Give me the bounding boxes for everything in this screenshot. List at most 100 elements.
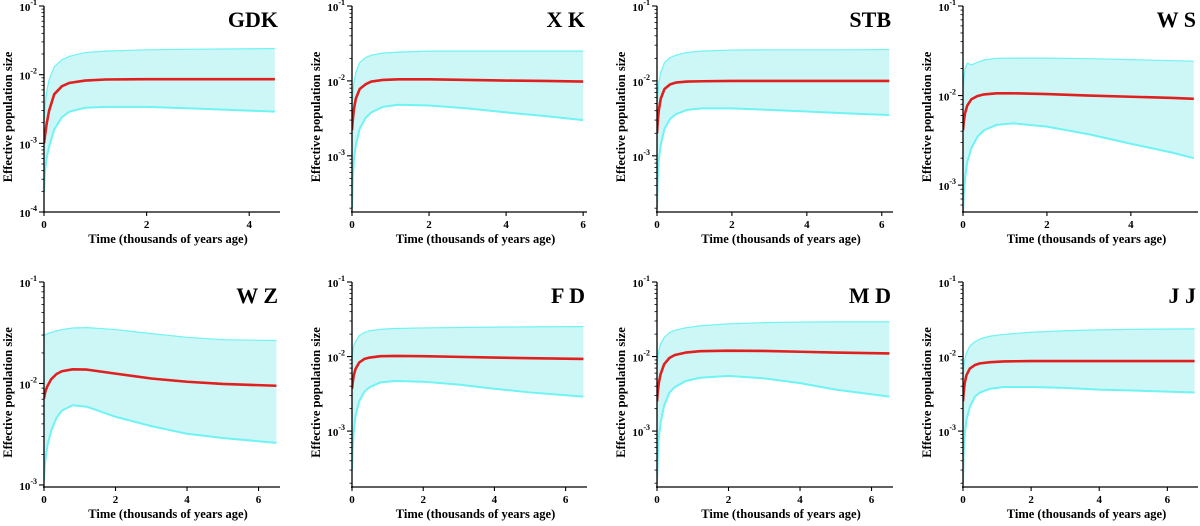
y-axis-label: Effective population size: [614, 327, 628, 458]
hpd-band: [44, 327, 277, 481]
y-tick-label: 10-1: [19, 0, 37, 14]
upper-hpd-line: [963, 57, 1194, 96]
plot-area: [963, 328, 1195, 484]
y-tick-exponent: -3: [643, 148, 650, 157]
y-tick-exponent: -2: [30, 67, 37, 76]
y-tick-base: 10: [327, 152, 339, 164]
y-tick-base: 10: [632, 278, 644, 290]
x-tick-label: 2: [113, 494, 119, 506]
x-axis-label: Time (thousands of years age): [1007, 507, 1167, 521]
y-tick-label: 10-1: [938, 0, 956, 14]
plot-area: [657, 48, 890, 209]
panel-title: J J: [1169, 283, 1197, 308]
y-tick-base: 10: [938, 278, 950, 290]
y-tick-label: 10-3: [632, 423, 650, 439]
y-tick-base: 10: [19, 208, 31, 220]
y-tick-label: 10-1: [327, 274, 345, 290]
y-tick-exponent: -3: [949, 177, 956, 186]
x-axis-label: Time (thousands of years age): [88, 507, 248, 521]
y-tick-base: 10: [327, 77, 339, 89]
y-tick-label: 10-3: [19, 477, 37, 493]
hpd-band: [657, 321, 890, 484]
upper-hpd-line: [657, 48, 890, 111]
lower-hpd-line: [657, 107, 890, 209]
upper-hpd-line: [44, 327, 277, 342]
y-tick-base: 10: [632, 77, 644, 89]
x-tick-label: 4: [1096, 494, 1102, 506]
panel-title: STB: [849, 7, 891, 32]
x-tick-label: 4: [246, 219, 252, 231]
lower-hpd-line: [352, 379, 584, 471]
median-line: [352, 78, 584, 131]
y-tick-exponent: -2: [949, 349, 956, 358]
y-tick-label: 10-1: [938, 274, 956, 290]
y-tick-label: 10-2: [632, 73, 650, 89]
hpd-band: [44, 48, 275, 192]
x-tick-label: 6: [256, 494, 262, 506]
y-tick-base: 10: [327, 427, 339, 439]
median-line: [657, 79, 890, 134]
y-tick-label: 10-2: [938, 349, 956, 365]
y-tick-exponent: -1: [643, 0, 650, 7]
median-line: [963, 359, 1195, 402]
lower-hpd-line: [352, 103, 584, 209]
x-tick-label: 6: [1165, 494, 1171, 506]
y-tick-exponent: -1: [643, 274, 650, 283]
plot-area: [44, 47, 275, 192]
x-tick-label: 6: [563, 494, 569, 506]
y-tick-label: 10-2: [327, 349, 345, 365]
y-axis-label: Effective population size: [920, 51, 934, 182]
y-tick-base: 10: [19, 278, 31, 290]
y-tick-label: 10-3: [938, 423, 956, 439]
y-tick-label: 10-3: [938, 177, 956, 193]
median-line: [963, 92, 1194, 131]
y-axis-label: Effective population size: [309, 327, 323, 458]
x-tick-label: 6: [879, 219, 885, 231]
lower-hpd-line: [657, 374, 890, 484]
x-tick-label: 0: [41, 219, 47, 231]
y-tick-base: 10: [938, 2, 950, 14]
plot-area: [352, 50, 584, 209]
upper-hpd-line: [352, 326, 584, 361]
y-tick-exponent: -1: [30, 274, 37, 283]
y-tick-base: 10: [938, 353, 950, 365]
y-tick-base: 10: [19, 139, 31, 151]
y-tick-exponent: -2: [643, 73, 650, 82]
hpd-band: [963, 58, 1194, 212]
x-tick-label: 4: [184, 494, 190, 506]
y-axis-label: Effective population size: [1, 327, 15, 458]
x-axis-label: Time (thousands of years age): [701, 232, 861, 246]
y-tick-base: 10: [938, 181, 950, 193]
y-tick-exponent: -3: [338, 148, 345, 157]
y-tick-label: 10-1: [632, 274, 650, 290]
y-tick-label: 10-2: [938, 88, 956, 104]
y-tick-exponent: -1: [338, 274, 345, 283]
y-tick-label: 10-1: [19, 274, 37, 290]
y-tick-base: 10: [327, 278, 339, 290]
x-tick-label: 0: [349, 219, 355, 231]
x-tick-label: 4: [492, 494, 498, 506]
y-tick-exponent: -2: [643, 349, 650, 358]
x-tick-label: 0: [960, 219, 966, 231]
y-tick-exponent: -2: [338, 349, 345, 358]
x-axis-label: Time (thousands of years age): [88, 232, 248, 246]
y-tick-exponent: -1: [949, 274, 956, 283]
x-tick-label: 0: [654, 219, 660, 231]
x-axis-label: Time (thousands of years age): [1007, 232, 1167, 246]
upper-hpd-line: [963, 328, 1195, 380]
y-tick-exponent: -3: [643, 423, 650, 432]
hpd-band: [352, 326, 584, 471]
x-axis-label: Time (thousands of years age): [396, 507, 556, 521]
x-tick-label: 6: [869, 494, 875, 506]
hpd-band: [963, 328, 1195, 484]
y-tick-label: 10-4: [19, 204, 37, 220]
lower-hpd-line: [44, 105, 275, 192]
x-tick-label: 2: [726, 494, 732, 506]
x-tick-label: 0: [960, 494, 966, 506]
y-tick-exponent: -4: [30, 204, 37, 213]
